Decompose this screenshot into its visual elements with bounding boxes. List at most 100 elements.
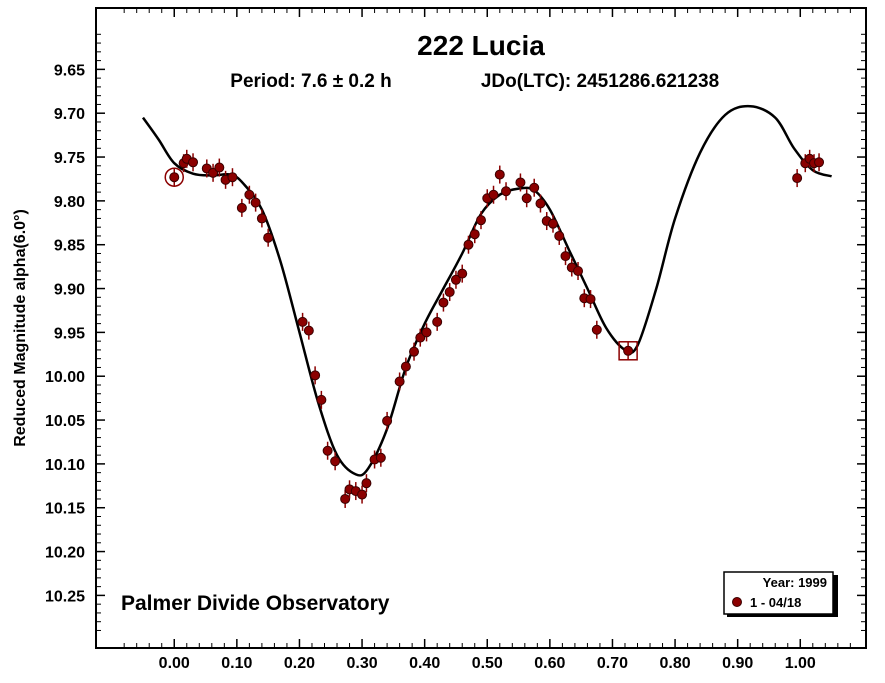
data-point: [501, 182, 512, 201]
data-marker: [432, 316, 443, 327]
data-marker: [340, 493, 351, 504]
x-tick-label: 0.00: [159, 655, 190, 672]
data-marker: [463, 239, 474, 250]
data-point: [303, 321, 314, 340]
y-tick-label: 10.15: [45, 501, 85, 518]
data-point: [585, 290, 596, 309]
data-point: [400, 357, 411, 376]
data-point: [357, 485, 368, 504]
data-point: [316, 390, 327, 409]
data-point: [361, 474, 372, 493]
data-marker: [814, 157, 825, 168]
y-tick-label: 9.75: [54, 150, 85, 167]
y-tick-label: 9.70: [54, 106, 85, 123]
data-marker: [547, 218, 558, 229]
x-tick-label: 0.80: [659, 655, 690, 672]
data-marker: [501, 186, 512, 197]
data-marker: [250, 197, 261, 208]
x-tick-label: 0.60: [534, 655, 565, 672]
data-marker: [263, 232, 274, 243]
data-point: [591, 320, 602, 339]
data-point: [169, 168, 180, 187]
data-marker: [521, 193, 532, 204]
data-marker: [322, 445, 333, 456]
data-point: [469, 225, 480, 244]
data-point: [382, 411, 393, 430]
data-marker: [421, 327, 432, 338]
data-point: [792, 169, 803, 188]
data-marker: [438, 297, 449, 308]
data-marker: [361, 478, 372, 489]
data-marker: [415, 332, 426, 343]
data-point: [432, 312, 443, 331]
data-marker: [591, 324, 602, 335]
data-point: [214, 158, 225, 177]
data-point: [814, 153, 825, 172]
data-point: [236, 198, 247, 217]
epoch-label: JDo(LTC): 2451286.621238: [481, 71, 719, 92]
data-marker: [394, 376, 405, 387]
data-point: [457, 264, 468, 283]
data-point: [560, 247, 571, 266]
data-marker: [494, 169, 505, 180]
y-tick-label: 9.85: [54, 238, 85, 255]
data-marker: [316, 394, 327, 405]
data-points-layer: [169, 149, 825, 508]
data-marker: [476, 215, 486, 226]
data-point: [573, 262, 584, 281]
data-marker: [208, 167, 219, 178]
data-marker: [303, 325, 314, 336]
data-point: [494, 165, 505, 184]
x-axis-ticks: 0.00 0.10 0.20 0.30 0.40 0.50 0.60 0.70 0.80 0.90…: [123, 8, 851, 672]
y-tick-label: 9.90: [54, 282, 85, 299]
observatory-label: Palmer Divide Observatory: [121, 592, 390, 615]
legend-marker: [732, 597, 742, 607]
data-point: [438, 293, 449, 312]
data-point: [463, 235, 474, 254]
data-marker: [573, 266, 584, 277]
data-marker: [310, 370, 321, 381]
last-point-square-marker: [618, 341, 638, 361]
y-tick-label: 9.95: [54, 325, 85, 342]
y-tick-label: 10.05: [45, 413, 85, 430]
data-marker: [554, 230, 565, 241]
x-tick-label: 0.20: [284, 655, 315, 672]
x-tick-label: 0.10: [221, 655, 252, 672]
data-marker: [244, 189, 255, 200]
data-marker: [560, 251, 571, 262]
y-tick-label: 10.00: [45, 369, 85, 386]
data-marker: [400, 361, 411, 372]
highlight-markers-layer: [164, 167, 638, 361]
data-marker: [256, 213, 267, 224]
data-marker: [330, 456, 341, 467]
data-marker: [515, 177, 526, 188]
y-tick-label: 10.20: [45, 545, 85, 562]
legend-header: Year: 1999: [763, 575, 827, 590]
data-marker: [409, 346, 420, 357]
data-marker: [529, 182, 540, 193]
data-point: [297, 312, 308, 331]
data-point: [535, 194, 546, 213]
data-marker: [357, 489, 368, 500]
data-point: [444, 283, 455, 302]
data-marker: [457, 268, 468, 279]
data-point: [310, 366, 321, 385]
data-marker: [450, 274, 461, 285]
data-point: [476, 211, 486, 230]
data-marker: [227, 172, 238, 183]
x-tick-label: 1.00: [785, 655, 816, 672]
data-marker: [214, 162, 225, 173]
data-point: [488, 185, 499, 204]
data-marker: [623, 345, 634, 356]
data-point: [208, 163, 219, 182]
data-marker: [488, 189, 499, 200]
data-marker: [535, 198, 546, 209]
data-marker: [169, 172, 180, 183]
period-label: Period: 7.6 ± 0.2 h: [230, 71, 391, 92]
x-tick-label: 0.90: [722, 655, 753, 672]
data-marker: [188, 157, 199, 168]
data-point: [547, 214, 558, 233]
data-marker: [792, 173, 803, 184]
